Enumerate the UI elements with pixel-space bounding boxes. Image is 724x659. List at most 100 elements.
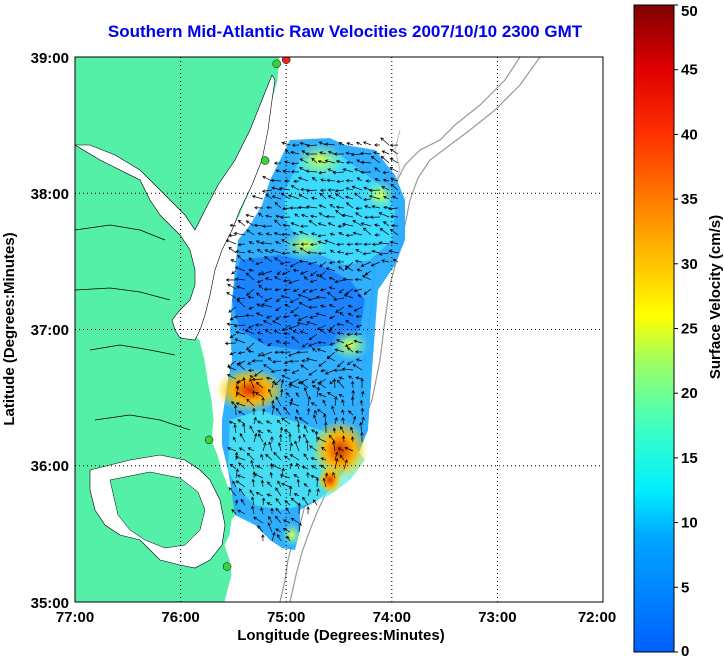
velocity-arrow — [341, 435, 346, 443]
velocity-arrow — [371, 249, 381, 254]
velocity-arrow — [229, 333, 237, 338]
velocity-arrow — [228, 487, 237, 497]
velocity-arrow — [251, 478, 255, 488]
velocity-arrow — [293, 313, 300, 318]
velocity-arrow — [261, 351, 273, 357]
velocity-arrow — [271, 195, 282, 200]
velocity-arrow — [293, 474, 300, 479]
velocity-arrow — [234, 499, 239, 506]
velocity-arrow — [257, 420, 264, 425]
velocity-arrow — [345, 288, 354, 295]
velocity-arrow — [296, 350, 309, 355]
velocity-arrow — [282, 279, 291, 283]
velocity-arrow — [360, 377, 364, 389]
velocity-arrow — [253, 416, 257, 425]
velocity-arrow — [309, 214, 318, 219]
velocity-arrow — [288, 324, 300, 330]
velocity-arrow — [316, 437, 327, 443]
hf-radar-stations — [204, 57, 291, 571]
velocity-arrow — [256, 465, 264, 470]
velocity-arrow — [322, 399, 327, 407]
velocity-arrow — [370, 155, 381, 164]
colorbar-tick-label: 20 — [681, 385, 698, 402]
velocity-arrow — [338, 288, 345, 294]
velocity-arrow — [350, 380, 355, 389]
lat-tick-label: 39:00 — [31, 50, 69, 67]
velocity-arrow — [265, 193, 273, 200]
velocity-arrow — [248, 241, 255, 245]
velocity-arrow — [345, 151, 354, 155]
colorbar-tick-label: 50 — [681, 3, 698, 20]
velocity-arrow — [374, 167, 381, 173]
velocity-arrow — [297, 205, 309, 210]
velocity-arrow — [359, 399, 364, 407]
velocity-arrow — [303, 483, 309, 488]
velocity-arrow — [251, 496, 255, 506]
velocity-arrow — [237, 509, 246, 515]
velocity-arrow — [262, 441, 267, 452]
velocity-arrow — [234, 455, 246, 461]
depth-contour — [289, 57, 541, 602]
velocity-arrow — [329, 249, 336, 254]
velocity-arrow — [257, 430, 264, 434]
velocity-arrow — [235, 480, 246, 488]
velocity-arrow — [355, 324, 363, 328]
velocity-arrow — [258, 284, 264, 290]
velocity-arrow — [257, 338, 264, 344]
velocity-arrow — [260, 479, 265, 488]
lon-tick-label: 77:00 — [56, 609, 94, 626]
velocity-arrow — [354, 192, 363, 200]
velocity-arrow — [360, 407, 365, 416]
velocity-arrow — [337, 360, 345, 368]
velocity-arrow — [317, 234, 327, 238]
velocity-arrow — [282, 314, 291, 319]
colorbar-tick-label: 40 — [681, 126, 698, 143]
velocity-arrow — [328, 434, 336, 443]
velocity-arrow — [329, 315, 336, 320]
velocity-arrow — [346, 242, 354, 247]
velocity-arrow — [303, 276, 309, 281]
velocity-arrow — [258, 212, 264, 218]
velocity-arrow — [297, 378, 309, 384]
velocity-arrow — [295, 415, 300, 425]
velocity-arrow — [344, 446, 354, 452]
velocity-arrow — [342, 277, 354, 282]
velocity-arrow — [341, 367, 354, 371]
velocity-arrow — [319, 261, 327, 268]
velocity-arrow — [236, 474, 246, 479]
velocity-arrow — [292, 268, 300, 273]
velocity-arrow — [325, 214, 336, 219]
velocity-arrow — [312, 499, 318, 506]
velocity-arrow — [296, 321, 309, 326]
velocity-arrow — [355, 314, 363, 319]
velocity-arrow — [373, 143, 380, 147]
velocity-arrow — [309, 279, 318, 283]
velocity-arrow — [310, 474, 318, 479]
velocity-arrow — [271, 399, 275, 407]
velocity-arrow — [256, 279, 264, 284]
velocity-arrow — [288, 485, 293, 497]
station-marker — [222, 562, 232, 571]
velocity-arrow — [303, 387, 309, 398]
velocity-arrow — [255, 261, 264, 266]
velocity-arrow — [275, 498, 282, 506]
velocity-arrow — [381, 185, 390, 191]
velocity-arrow — [248, 257, 255, 263]
velocity-arrow — [345, 202, 354, 209]
velocity-arrow — [341, 409, 345, 416]
velocity-arrow — [242, 422, 246, 434]
velocity-arrow — [262, 320, 273, 326]
velocity-arrow — [350, 396, 355, 407]
velocity-arrow — [317, 222, 327, 227]
velocity-arrow — [268, 515, 273, 524]
velocity-arrow — [282, 528, 291, 533]
velocity-arrow — [374, 233, 380, 237]
velocity-arrow — [275, 528, 282, 533]
velocity-arrow — [295, 409, 300, 416]
velocity-arrow — [311, 348, 318, 353]
lat-tick-label: 35:00 — [31, 595, 69, 612]
velocity-arrow — [292, 231, 300, 236]
velocity-arrow — [318, 171, 327, 175]
velocity-arrow — [315, 312, 327, 317]
velocity-arrow — [365, 179, 371, 183]
